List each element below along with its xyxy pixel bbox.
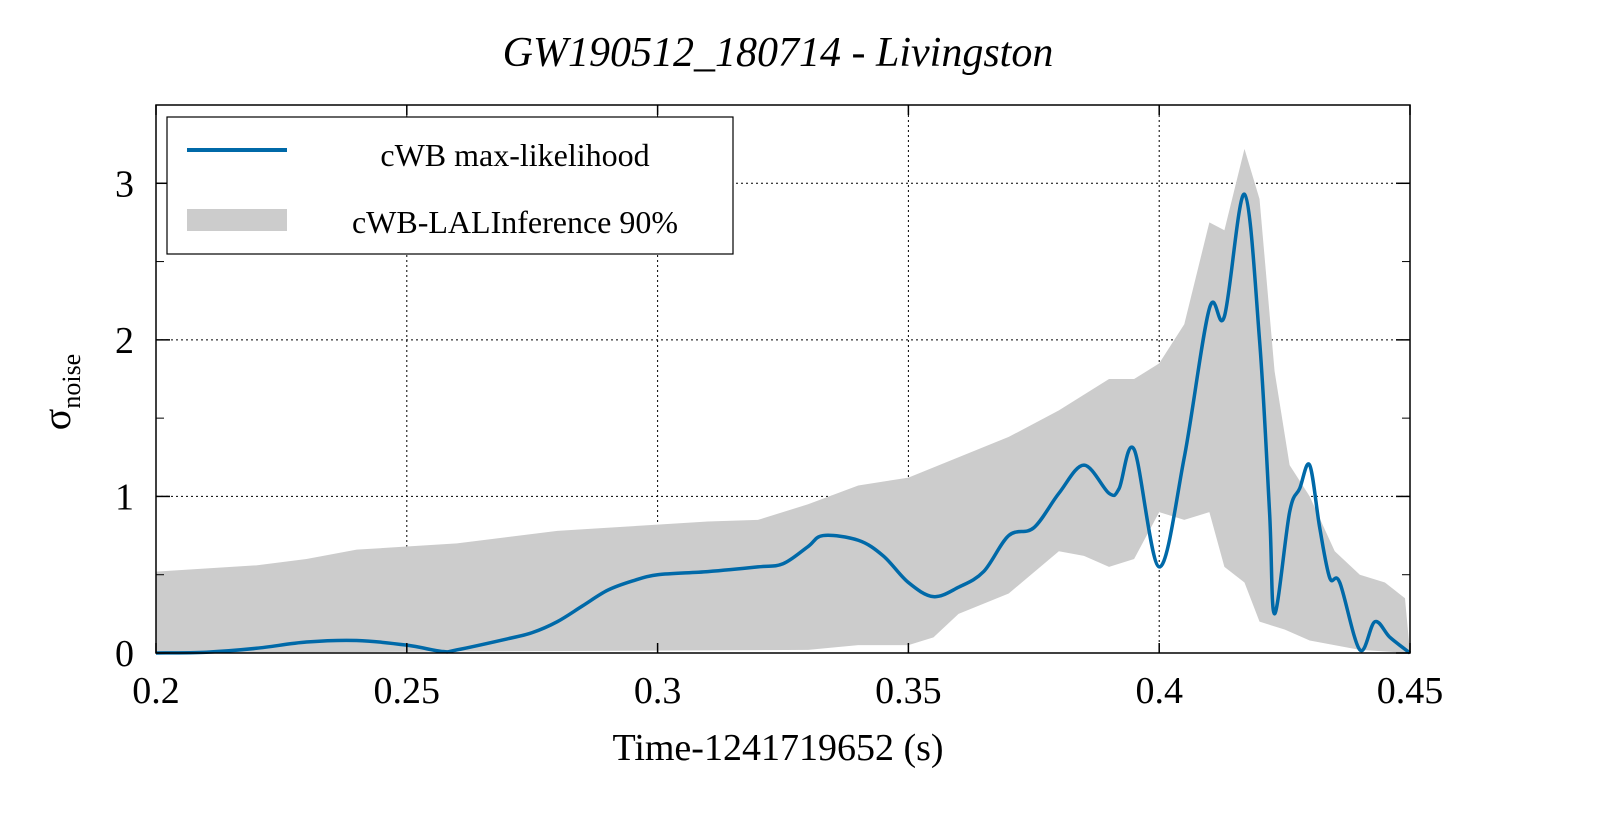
x-tick-label: 0.45: [1377, 670, 1444, 712]
y-axis-label-main: σ: [34, 409, 79, 431]
y-tick-label: 1: [115, 476, 134, 518]
x-axis-label: Time-1241719652 (s): [612, 727, 943, 769]
y-tick-label: 0: [115, 633, 134, 675]
y-tick-label: 3: [115, 163, 134, 205]
legend-box: [166, 116, 734, 255]
confidence-band: [156, 148, 1410, 653]
legend-label-band: cWB-LALInference 90%: [352, 204, 678, 240]
legend: cWB max-likelihood cWB-LALInference 90%: [166, 116, 734, 255]
y-axis-label-sub: noise: [57, 354, 86, 409]
x-tick-label: 0.3: [634, 670, 682, 712]
y-tick-label: 2: [115, 320, 134, 362]
legend-band-swatch: [187, 209, 287, 231]
legend-label-line: cWB max-likelihood: [380, 137, 649, 173]
confidence-band-layer: [156, 148, 1410, 653]
max-likelihood-line-layer: [155, 192, 1412, 655]
x-tick-label: 0.25: [374, 670, 441, 712]
axis-ticks: 0.2 0.25 0.3 0.35 0.4 0.45 0 1 2 3: [115, 105, 1443, 712]
plot-frame: [155, 104, 1411, 654]
x-tick-label: 0.2: [132, 670, 180, 712]
y-axis-label: σnoise: [34, 354, 86, 430]
max-likelihood-line: [155, 192, 1412, 655]
x-tick-label: 0.35: [875, 670, 942, 712]
chart-title: GW190512_180714 - Livingston: [503, 30, 1054, 76]
x-tick-label: 0.4: [1135, 670, 1183, 712]
